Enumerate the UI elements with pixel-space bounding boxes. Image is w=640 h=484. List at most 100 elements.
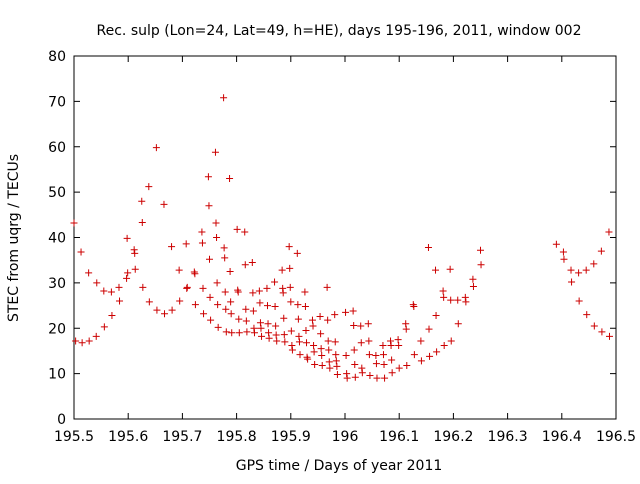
- plot-frame: [73, 55, 617, 420]
- data-point: [366, 371, 374, 379]
- data-point: [293, 249, 301, 257]
- data-point: [92, 332, 100, 340]
- x-tick-label: 196.5: [596, 429, 636, 445]
- data-point: [342, 308, 350, 316]
- data-point: [365, 337, 373, 345]
- data-point: [115, 283, 123, 291]
- data-point: [220, 94, 228, 102]
- data-point: [100, 287, 108, 295]
- data-point: [85, 269, 93, 277]
- data-point: [226, 268, 234, 276]
- x-tick-label: 195.8: [217, 429, 257, 445]
- data-point: [324, 337, 332, 345]
- data-point: [183, 284, 191, 292]
- data-point: [258, 332, 266, 340]
- data-point: [379, 351, 387, 359]
- data-point: [559, 248, 567, 256]
- data-point: [213, 234, 221, 241]
- data-point: [301, 302, 309, 310]
- x-tick-label: 195.5: [54, 429, 94, 445]
- data-point: [567, 266, 575, 274]
- x-tick-label: 196.1: [379, 429, 419, 445]
- data-point: [243, 328, 251, 336]
- data-point: [131, 265, 139, 273]
- data-point: [168, 243, 176, 251]
- data-point: [349, 307, 357, 315]
- data-point: [440, 341, 448, 349]
- data-point: [308, 316, 316, 324]
- data-point: [279, 284, 287, 292]
- data-point: [116, 297, 124, 305]
- data-point: [454, 296, 462, 304]
- data-point: [255, 287, 263, 295]
- data-point: [433, 348, 441, 356]
- data-point: [153, 306, 161, 314]
- data-point: [426, 352, 434, 360]
- data-point: [333, 362, 341, 370]
- data-point: [575, 297, 583, 305]
- data-point: [241, 261, 249, 269]
- data-point: [410, 302, 418, 310]
- data-point: [326, 364, 334, 372]
- data-point: [214, 323, 222, 331]
- data-point: [331, 338, 339, 346]
- data-point: [108, 312, 116, 320]
- data-point: [265, 334, 273, 342]
- y-tick-label: 10: [48, 367, 66, 383]
- data-point: [124, 269, 132, 277]
- data-point: [93, 279, 101, 287]
- data-point: [432, 266, 440, 274]
- data-point: [372, 351, 380, 359]
- data-point: [583, 311, 591, 319]
- data-point: [387, 337, 395, 345]
- data-point: [279, 289, 287, 297]
- data-point: [343, 370, 351, 378]
- data-point: [280, 331, 288, 339]
- data-point: [72, 337, 80, 345]
- x-axis-label: GPS time / Days of year 2011: [236, 458, 443, 474]
- data-point: [358, 369, 366, 377]
- data-point: [317, 345, 325, 353]
- data-point: [332, 351, 340, 359]
- data-point: [469, 283, 477, 291]
- data-point: [394, 336, 402, 344]
- data-point: [233, 225, 241, 233]
- data-point: [342, 351, 350, 359]
- data-point: [365, 351, 373, 359]
- data-point: [205, 202, 213, 210]
- data-point: [138, 197, 146, 205]
- data-point: [402, 325, 410, 333]
- data-point: [191, 301, 199, 309]
- data-point: [222, 328, 230, 336]
- data-point: [256, 299, 264, 307]
- data-point: [222, 305, 230, 313]
- data-point: [477, 261, 485, 269]
- data-point: [294, 315, 302, 323]
- data-point: [287, 327, 295, 335]
- data-point: [296, 351, 304, 359]
- data-point: [294, 301, 302, 309]
- data-point: [123, 274, 131, 282]
- y-tick-label: 20: [48, 321, 66, 337]
- data-point: [323, 283, 331, 291]
- data-point: [287, 298, 295, 306]
- data-point: [324, 316, 332, 324]
- data-point: [477, 246, 484, 254]
- data-point: [145, 298, 153, 306]
- data-point: [357, 339, 365, 347]
- data-point: [168, 306, 176, 314]
- data-point: [364, 320, 372, 328]
- data-point: [598, 328, 606, 336]
- data-point: [325, 358, 333, 366]
- data-point: [206, 293, 214, 301]
- data-point: [200, 310, 208, 318]
- y-tick-label: 80: [48, 49, 66, 65]
- data-point: [447, 337, 455, 345]
- y-tick-label: 0: [57, 412, 66, 428]
- data-point: [331, 311, 339, 319]
- data-point: [440, 293, 448, 301]
- data-point: [351, 361, 359, 369]
- data-point: [454, 320, 462, 328]
- data-point: [417, 337, 425, 345]
- data-point: [263, 284, 271, 292]
